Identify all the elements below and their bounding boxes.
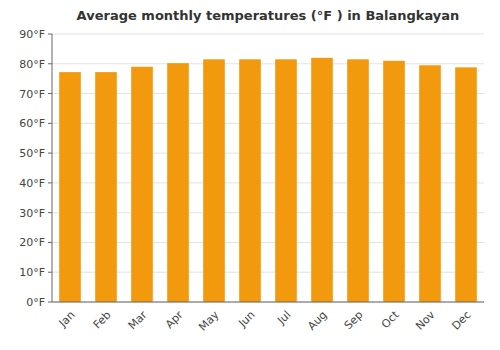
- y-tick: [48, 123, 52, 124]
- y-tick-label: 80°F: [19, 58, 45, 71]
- x-axis: Jan Feb Mar Apr May Jun Jul Aug Sep Oct Nov Dec: [56, 308, 474, 334]
- bar: [131, 67, 153, 302]
- y-tick: [48, 63, 52, 64]
- grid-line: [52, 302, 484, 303]
- bar: [59, 72, 81, 302]
- y-tick-label: 90°F: [19, 28, 45, 41]
- y-tick: [48, 182, 52, 183]
- bar: [347, 59, 369, 302]
- y-tick: [48, 93, 52, 94]
- y-axis-line: [52, 34, 53, 302]
- bar: [311, 58, 333, 302]
- y-tick-label: 10°F: [19, 266, 45, 279]
- bar: [239, 59, 261, 302]
- y-tick: [48, 302, 52, 303]
- x-tick-label: Jun: [236, 308, 258, 330]
- title: Average monthly temperatures (°F ) in Ba…: [77, 8, 460, 23]
- y-tick-label: 70°F: [19, 88, 45, 101]
- y-tick-label: 20°F: [19, 236, 45, 249]
- x-axis-line: [52, 302, 484, 303]
- x-tick-label: Jan: [56, 308, 78, 330]
- bar: [203, 59, 225, 302]
- x-tick-label: Nov: [413, 308, 438, 333]
- bar: [383, 61, 405, 302]
- x-tick-label: Sep: [342, 308, 366, 332]
- grid-line: [52, 34, 484, 35]
- bar: [167, 63, 189, 302]
- x-tick-label: Aug: [305, 308, 329, 332]
- y-tick-label: 60°F: [19, 117, 45, 130]
- y-tick-label: 0°F: [26, 296, 45, 309]
- y-tick-label: 40°F: [19, 177, 45, 190]
- y-tick: [48, 272, 52, 273]
- grid-line: [52, 63, 484, 64]
- y-grid: [52, 34, 484, 302]
- x-tick-label: Feb: [91, 308, 114, 331]
- y-tick-label: 30°F: [19, 207, 45, 220]
- x-tick-label: May: [196, 308, 222, 334]
- x-tick-label: Oct: [379, 308, 402, 331]
- y-tick: [48, 212, 52, 213]
- chart: Average monthly temperatures (°F ) in Ba…: [0, 0, 500, 350]
- x-tick-label: Dec: [449, 308, 473, 332]
- bar: [95, 72, 117, 302]
- x-tick-label: Mar: [126, 308, 150, 332]
- bar: [275, 59, 297, 302]
- y-tick: [48, 34, 52, 35]
- bar: [455, 67, 477, 302]
- x-tick-label: Jul: [274, 308, 293, 327]
- bar: [419, 65, 441, 302]
- y-tick: [48, 242, 52, 243]
- y-axis: 0°F 10°F 20°F 30°F 40°F 50°F 60°F 70°F 80°F 90°F: [19, 28, 52, 309]
- y-tick-label: 50°F: [19, 147, 45, 160]
- y-tick: [48, 153, 52, 154]
- axes: [52, 34, 484, 302]
- bars: [59, 58, 477, 302]
- x-tick-label: Apr: [163, 308, 186, 331]
- chart-container: Average monthly temperatures (°F ) in Ba…: [0, 0, 500, 350]
